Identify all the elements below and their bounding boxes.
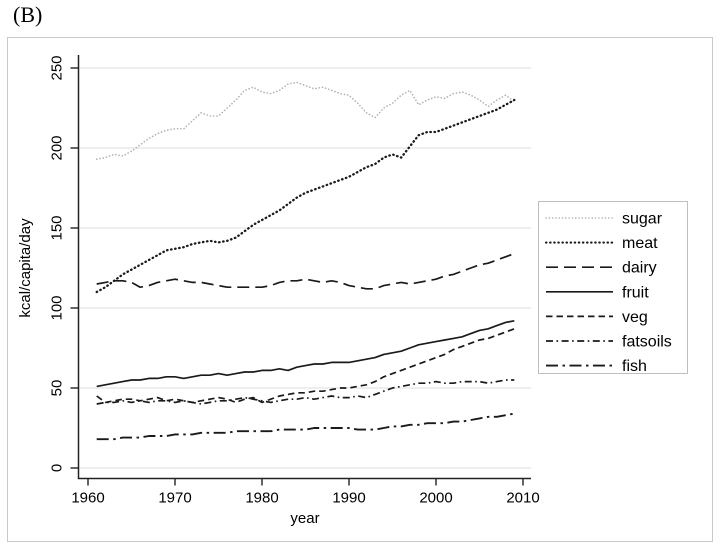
y-tick-label-150: 150: [49, 215, 66, 240]
y-tick-label-50: 50: [49, 380, 66, 397]
x-tick-label-1990: 1990: [332, 490, 365, 507]
x-tick-label-2010: 2010: [506, 490, 539, 507]
legend-label-dairy: dairy: [622, 260, 657, 277]
x-tick-label-1980: 1980: [245, 490, 278, 507]
legend-label-fruit: fruit: [622, 284, 649, 301]
y-tick-label-250: 250: [49, 55, 66, 80]
legend-box: [538, 201, 688, 374]
series-line-veg: [96, 328, 515, 404]
x-tick-label-2000: 2000: [419, 490, 452, 507]
panel-label: (B): [13, 2, 43, 27]
legend-label-veg: veg: [622, 309, 648, 326]
y-tick-label-0: 0: [49, 464, 66, 472]
series-line-fruit: [96, 319, 515, 388]
series-line-meat: [95, 98, 516, 294]
legend-label-sugar: sugar: [622, 211, 663, 228]
legend-label-fish: fish: [622, 358, 647, 375]
y-tick-label-200: 200: [49, 135, 66, 160]
y-tick-label-100: 100: [49, 295, 66, 320]
series-line-dairy: [96, 252, 515, 290]
y-axis-title: kcal/capita/day: [17, 218, 34, 318]
series-line-sugar: [95, 81, 516, 160]
series-line-fatsoils: [96, 379, 515, 405]
x-tick-label-1960: 1960: [71, 490, 104, 507]
x-axis-title: year: [290, 510, 319, 527]
x-tick-label-1970: 1970: [158, 490, 191, 507]
legend-label-fatsoils: fatsoils: [622, 334, 672, 351]
legend-label-meat: meat: [622, 235, 658, 252]
